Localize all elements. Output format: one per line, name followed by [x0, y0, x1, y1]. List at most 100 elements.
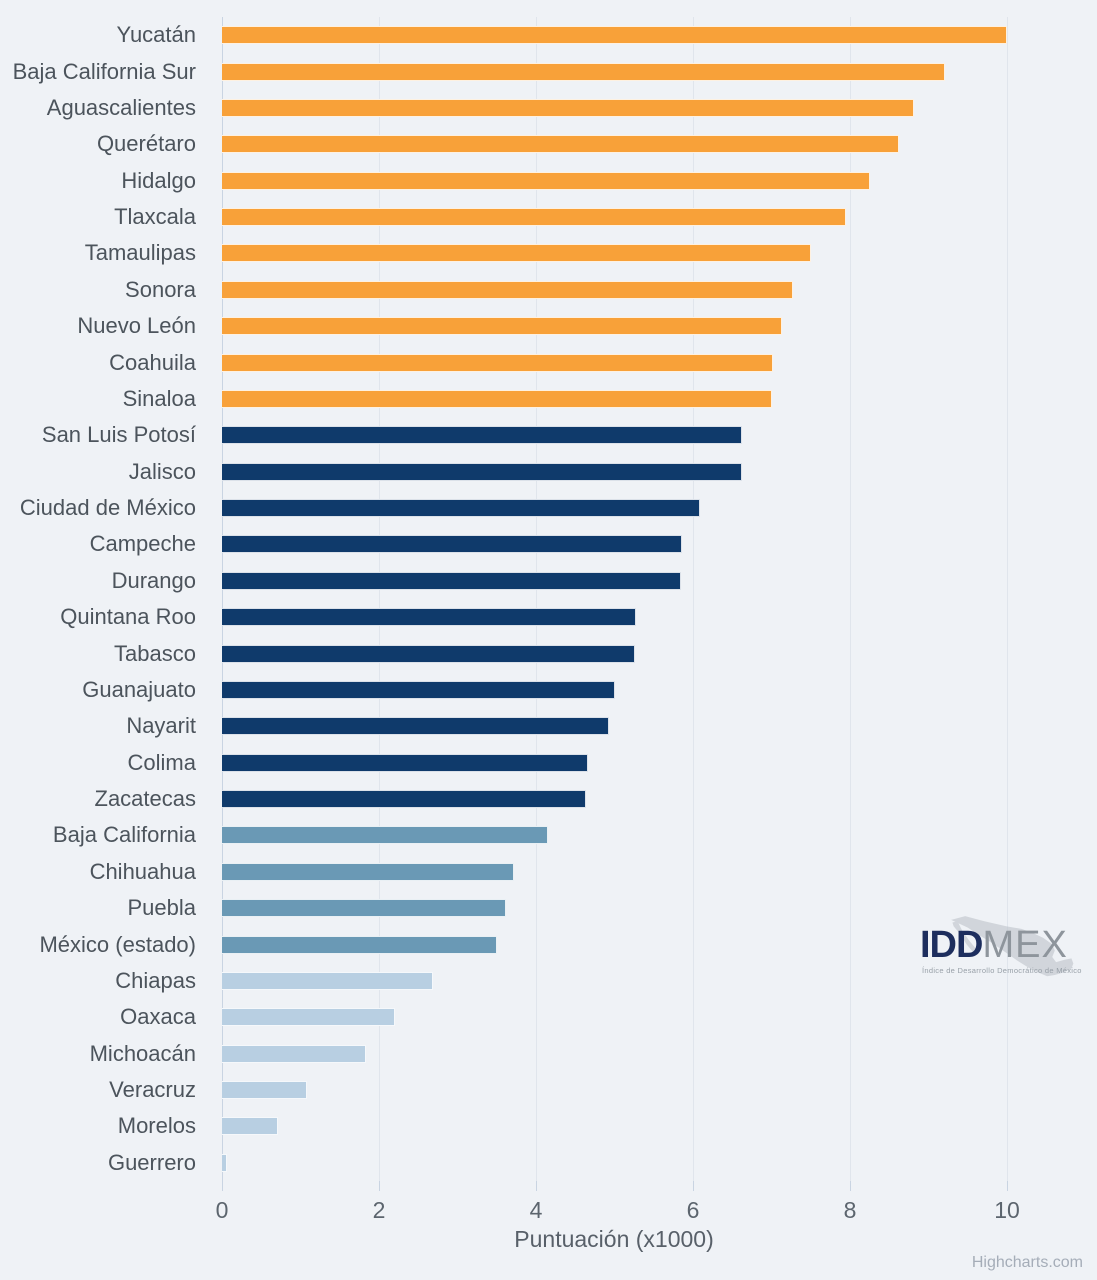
grid-line: [693, 17, 694, 1181]
grid-line: [379, 17, 380, 1181]
grid-line: [1007, 17, 1008, 1181]
bar-Tamaulipas[interactable]: [222, 244, 811, 263]
bar-row: [222, 490, 1063, 526]
bar-Chiapas[interactable]: [222, 971, 434, 990]
bar-Chihuahua[interactable]: [222, 862, 515, 881]
category-label: Tamaulipas: [84, 240, 196, 266]
bar-San Luis Potosí[interactable]: [222, 426, 743, 445]
bar-Tlaxcala[interactable]: [222, 208, 847, 227]
category-label: Yucatán: [116, 22, 196, 48]
bar-Colima[interactable]: [222, 753, 588, 772]
logo-mex-text: MEX: [982, 924, 1068, 966]
category-label: Guerrero: [107, 1149, 196, 1175]
category-axis-labels: Yucatán Baja California Sur Aguascalientes…: [0, 17, 196, 1181]
mexico-map-icon: [951, 916, 1074, 977]
bar-Aguascalientes[interactable]: [222, 98, 914, 117]
bar-row: [222, 163, 1063, 199]
bar-Guerrero[interactable]: [222, 1153, 227, 1172]
bar-row: [222, 90, 1063, 126]
bar-Oaxaca[interactable]: [222, 1008, 395, 1027]
x-tick-label: 8: [843, 1197, 857, 1223]
value-axis-title: Puntuación (x1000): [514, 1226, 714, 1252]
bar-Zacatecas[interactable]: [222, 790, 587, 809]
bar-row: [222, 890, 1063, 926]
category-label: Chiapas: [115, 967, 196, 993]
bar-row: [222, 199, 1063, 235]
bar-Querétaro[interactable]: [222, 135, 899, 154]
highcharts-credit-link[interactable]: Highcharts.com: [971, 1254, 1083, 1271]
bar-Ciudad de México[interactable]: [222, 499, 701, 518]
category-label: Baja California Sur: [12, 58, 196, 84]
bar-row: [222, 599, 1063, 635]
bar-Hidalgo[interactable]: [222, 171, 871, 190]
x-tick-mark: [379, 1181, 380, 1191]
bar-Baja California Sur[interactable]: [222, 62, 945, 81]
category-label: Veracruz: [109, 1077, 196, 1103]
bar-row: [222, 635, 1063, 671]
bar-row: [222, 272, 1063, 308]
bar-row: [222, 563, 1063, 599]
bar-row: [222, 1108, 1063, 1144]
bar-Sinaloa[interactable]: [222, 389, 772, 408]
bar-Tabasco[interactable]: [222, 644, 635, 663]
x-tick-mark: [1007, 1181, 1008, 1191]
category-label: Sinaloa: [122, 385, 196, 411]
bar-row: [222, 53, 1063, 89]
bar-Nuevo León[interactable]: [222, 317, 782, 336]
iddmex-wordmark: IDDMEX: [920, 924, 1068, 967]
bar-Guanajuato[interactable]: [222, 680, 616, 699]
bar-Campeche[interactable]: [222, 535, 682, 554]
bar-row: [222, 781, 1063, 817]
bar-row: [222, 344, 1063, 380]
category-label: Guanajuato: [82, 676, 196, 702]
bar-Baja California[interactable]: [222, 826, 548, 845]
bar-Morelos[interactable]: [222, 1117, 278, 1136]
bar-Yucatán[interactable]: [222, 26, 1007, 45]
category-label: Tlaxcala: [114, 204, 196, 230]
x-tick-label: 6: [686, 1197, 700, 1223]
bar-row: [222, 854, 1063, 890]
x-tick-mark: [222, 1181, 223, 1191]
category-label: Chihuahua: [89, 858, 196, 884]
x-tick-mark: [850, 1181, 851, 1191]
x-tick-mark: [536, 1181, 537, 1191]
bar-row: [222, 235, 1063, 271]
category-label: Coahuila: [109, 349, 196, 375]
x-tick-label: 0: [215, 1197, 229, 1223]
iddmex-logo: IDDMEX Índice de Desarrollo Democrático …: [916, 906, 1086, 1006]
bar-row: [222, 708, 1063, 744]
bar-Durango[interactable]: [222, 571, 682, 590]
bar-row: [222, 1072, 1063, 1108]
logo-idd-text: IDD: [920, 924, 983, 966]
category-label: Morelos: [117, 1113, 196, 1139]
bar-Nayarit[interactable]: [222, 717, 609, 736]
bar-México (estado)[interactable]: [222, 935, 497, 954]
bar-Michoacán[interactable]: [222, 1044, 366, 1063]
bar-row: [222, 454, 1063, 490]
category-label: Querétaro: [96, 131, 196, 157]
category-label: Nuevo León: [77, 313, 196, 339]
bar-Jalisco[interactable]: [222, 462, 742, 481]
bar-row: [222, 817, 1063, 853]
bar-Sonora[interactable]: [222, 280, 794, 299]
bar-Quintana Roo[interactable]: [222, 608, 636, 627]
category-label: Michoacán: [89, 1040, 196, 1066]
bar-row: [222, 672, 1063, 708]
category-label: Quintana Roo: [60, 604, 196, 630]
bar-Veracruz[interactable]: [222, 1081, 307, 1100]
category-label: Ciudad de México: [19, 495, 196, 521]
grid-line: [536, 17, 537, 1181]
bar-row: [222, 526, 1063, 562]
category-label: Tabasco: [114, 640, 196, 666]
logo-tagline: Índice de Desarrollo Democrático de Méxi…: [922, 966, 1082, 975]
x-tick-label: 10: [994, 1197, 1020, 1223]
bar-Coahuila[interactable]: [222, 353, 774, 372]
bar-Puebla[interactable]: [222, 899, 507, 918]
category-label: Aguascalientes: [46, 94, 196, 120]
x-tick-label: 2: [372, 1197, 386, 1223]
bar-row: [222, 745, 1063, 781]
category-label: Baja California: [52, 822, 196, 848]
category-label: Campeche: [89, 531, 196, 557]
bar-row: [222, 308, 1063, 344]
